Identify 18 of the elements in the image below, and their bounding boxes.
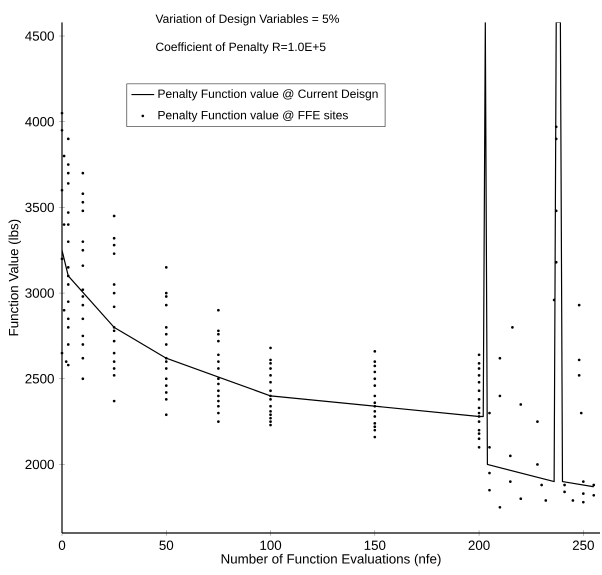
y-tick-label: 4000 bbox=[25, 117, 54, 126]
y-tick-label: 2500 bbox=[25, 374, 54, 384]
x-tick-label: 150 bbox=[364, 540, 386, 550]
y-tick-label: 3000 bbox=[25, 288, 54, 298]
legend-label: Penalty Function value @ Current Deisgn bbox=[158, 89, 378, 100]
x-tick-label: 100 bbox=[260, 540, 282, 550]
x-tick-label: 250 bbox=[572, 540, 594, 550]
legend-label: Penalty Function value @ FFE sites bbox=[158, 110, 348, 122]
y-tick-label: 4500 bbox=[25, 31, 54, 41]
y-axis-title: Function Value (lbs) bbox=[8, 220, 21, 336]
x-axis-title: Number of Function Evaluations (nfe) bbox=[222, 554, 441, 566]
annotation: Coefficient of Penalty R=1.0E+5 bbox=[156, 42, 326, 54]
y-tick-label: 2000 bbox=[25, 460, 54, 470]
x-tick-label: 200 bbox=[468, 540, 490, 550]
x-tick-label: 0 bbox=[58, 540, 66, 550]
y-tick-label: 3500 bbox=[25, 202, 54, 212]
x-tick-label: 50 bbox=[159, 540, 174, 550]
annotation: Variation of Design Variables = 5% bbox=[156, 14, 340, 26]
